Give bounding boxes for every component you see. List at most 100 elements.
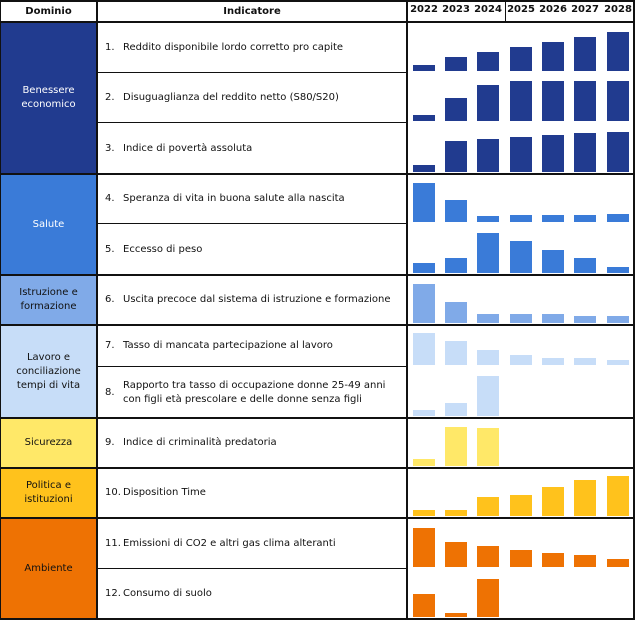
indicator-label: Speranza di vita in buona salute alla na… xyxy=(123,193,345,204)
bar-2-2026 xyxy=(542,81,564,121)
indicator-label: Emissioni di CO2 e altri gas clima alter… xyxy=(123,537,336,549)
grid-line xyxy=(97,122,407,123)
bar-12-2022 xyxy=(413,594,435,617)
bar-2-2025 xyxy=(510,81,532,121)
indicator-number: 4. xyxy=(105,193,115,204)
bar-10-2028 xyxy=(607,476,629,516)
bar-6-2026 xyxy=(542,314,564,323)
header-domain: Dominio xyxy=(0,0,97,22)
indicator-cell: 3. Indice di povertà assoluta xyxy=(97,123,407,174)
bar-7-2022 xyxy=(413,333,435,365)
bar-3-2024 xyxy=(477,139,499,172)
indicator-cell: 4. Speranza di vita in buona salute alla … xyxy=(97,174,407,224)
indicator-cell: 7. Tasso di mancata partecipazione al lav… xyxy=(97,325,407,367)
bar-4-2028 xyxy=(607,214,629,222)
bar-9-2022 xyxy=(413,459,435,466)
bar-1-2023 xyxy=(445,57,467,71)
grid-line xyxy=(97,223,407,224)
bar-6-2028 xyxy=(607,316,629,323)
bar-4-2024 xyxy=(477,216,499,222)
bar-10-2027 xyxy=(574,480,596,516)
bar-4-2022 xyxy=(413,183,435,222)
grid-line xyxy=(0,173,634,175)
domain-cell: Salute xyxy=(0,174,97,275)
indicator-label: Rapporto tra tasso di occupazione donne … xyxy=(123,379,386,405)
bar-2-2024 xyxy=(477,85,499,121)
grid-line xyxy=(97,568,407,569)
bar-11-2022 xyxy=(413,528,435,567)
bar-1-2026 xyxy=(542,42,564,71)
grid-line xyxy=(406,0,408,620)
bar-6-2024 xyxy=(477,314,499,323)
domain-cell: Ambiente xyxy=(0,518,97,619)
grid-line xyxy=(0,274,634,276)
indicator-cell: 8. Rapporto tra tasso di occupazione donn… xyxy=(97,367,407,418)
bar-5-2023 xyxy=(445,258,467,273)
indicator-label: Indice di povertà assoluta xyxy=(123,142,253,154)
year-label-2024: 2024 xyxy=(474,4,502,15)
bar-3-2028 xyxy=(607,132,629,172)
indicator-cell: 5. Eccesso di peso xyxy=(97,224,407,275)
indicator-number: 5. xyxy=(105,243,115,255)
grid-line xyxy=(0,618,634,620)
bar-3-2027 xyxy=(574,133,596,172)
bar-1-2027 xyxy=(574,37,596,71)
year-label-2026: 2026 xyxy=(539,4,567,15)
bar-10-2025 xyxy=(510,495,532,516)
grid-line xyxy=(0,324,634,326)
indicator-label: Tasso di mancata partecipazione al lavor… xyxy=(123,340,333,351)
year-label-2027: 2027 xyxy=(571,4,599,15)
indicator-cell: 9. Indice di criminalità predatoria xyxy=(97,418,407,468)
indicator-label: Eccesso di peso xyxy=(123,243,203,255)
domain-cell: Istruzione e formazione xyxy=(0,275,97,325)
indicator-cell: 10. Disposition Time xyxy=(97,468,407,518)
indicator-label: Disposition Time xyxy=(123,487,206,498)
bar-2-2028 xyxy=(607,81,629,121)
indicator-number: 1. xyxy=(105,41,115,53)
bar-11-2027 xyxy=(574,555,596,567)
indicator-number: 8. xyxy=(105,386,115,398)
bar-3-2026 xyxy=(542,135,564,172)
bar-10-2023 xyxy=(445,510,467,516)
bar-1-2024 xyxy=(477,52,499,71)
indicator-label: Consumo di suolo xyxy=(123,588,212,599)
bar-6-2025 xyxy=(510,314,532,323)
bar-10-2026 xyxy=(542,487,564,516)
bar-10-2022 xyxy=(413,510,435,516)
grid-line xyxy=(96,0,98,620)
bar-1-2025 xyxy=(510,47,532,71)
indicator-cell: 6. Uscita precoce dal sistema di istruzio… xyxy=(97,275,407,325)
bar-11-2024 xyxy=(477,546,499,567)
grid-line xyxy=(97,72,407,73)
bar-2-2023 xyxy=(445,98,467,121)
bar-7-2024 xyxy=(477,350,499,365)
grid-line xyxy=(0,417,634,419)
bar-2-2022 xyxy=(413,115,435,121)
domain-cell: Lavoro e conciliazione tempi di vita xyxy=(0,325,97,418)
bar-3-2022 xyxy=(413,165,435,172)
bar-5-2027 xyxy=(574,258,596,273)
indicator-cell: 11. Emissioni di CO2 e altri gas clima al… xyxy=(97,518,407,569)
bar-6-2027 xyxy=(574,316,596,323)
grid-line xyxy=(633,0,635,620)
indicator-number: 9. xyxy=(105,437,115,448)
bar-12-2024 xyxy=(477,579,499,617)
year-label-2022: 2022 xyxy=(410,4,438,15)
bar-1-2022 xyxy=(413,65,435,71)
bar-5-2026 xyxy=(542,250,564,273)
year-label-2025: 2025 xyxy=(507,4,535,15)
header-indicator: Indicatore xyxy=(97,0,407,22)
bar-9-2023 xyxy=(445,427,467,466)
bar-5-2025 xyxy=(510,241,532,273)
bar-7-2023 xyxy=(445,341,467,365)
indicator-cell: 2. Disuguaglianza del reddito netto (S80/… xyxy=(97,73,407,123)
grid-line xyxy=(505,0,506,22)
bar-4-2027 xyxy=(574,215,596,222)
indicator-number: 12. xyxy=(105,588,121,599)
bar-7-2027 xyxy=(574,358,596,365)
indicator-label: Reddito disponibile lordo corretto pro c… xyxy=(123,41,344,53)
indicator-number: 11. xyxy=(105,537,121,549)
bar-11-2028 xyxy=(607,559,629,567)
bar-3-2023 xyxy=(445,141,467,172)
